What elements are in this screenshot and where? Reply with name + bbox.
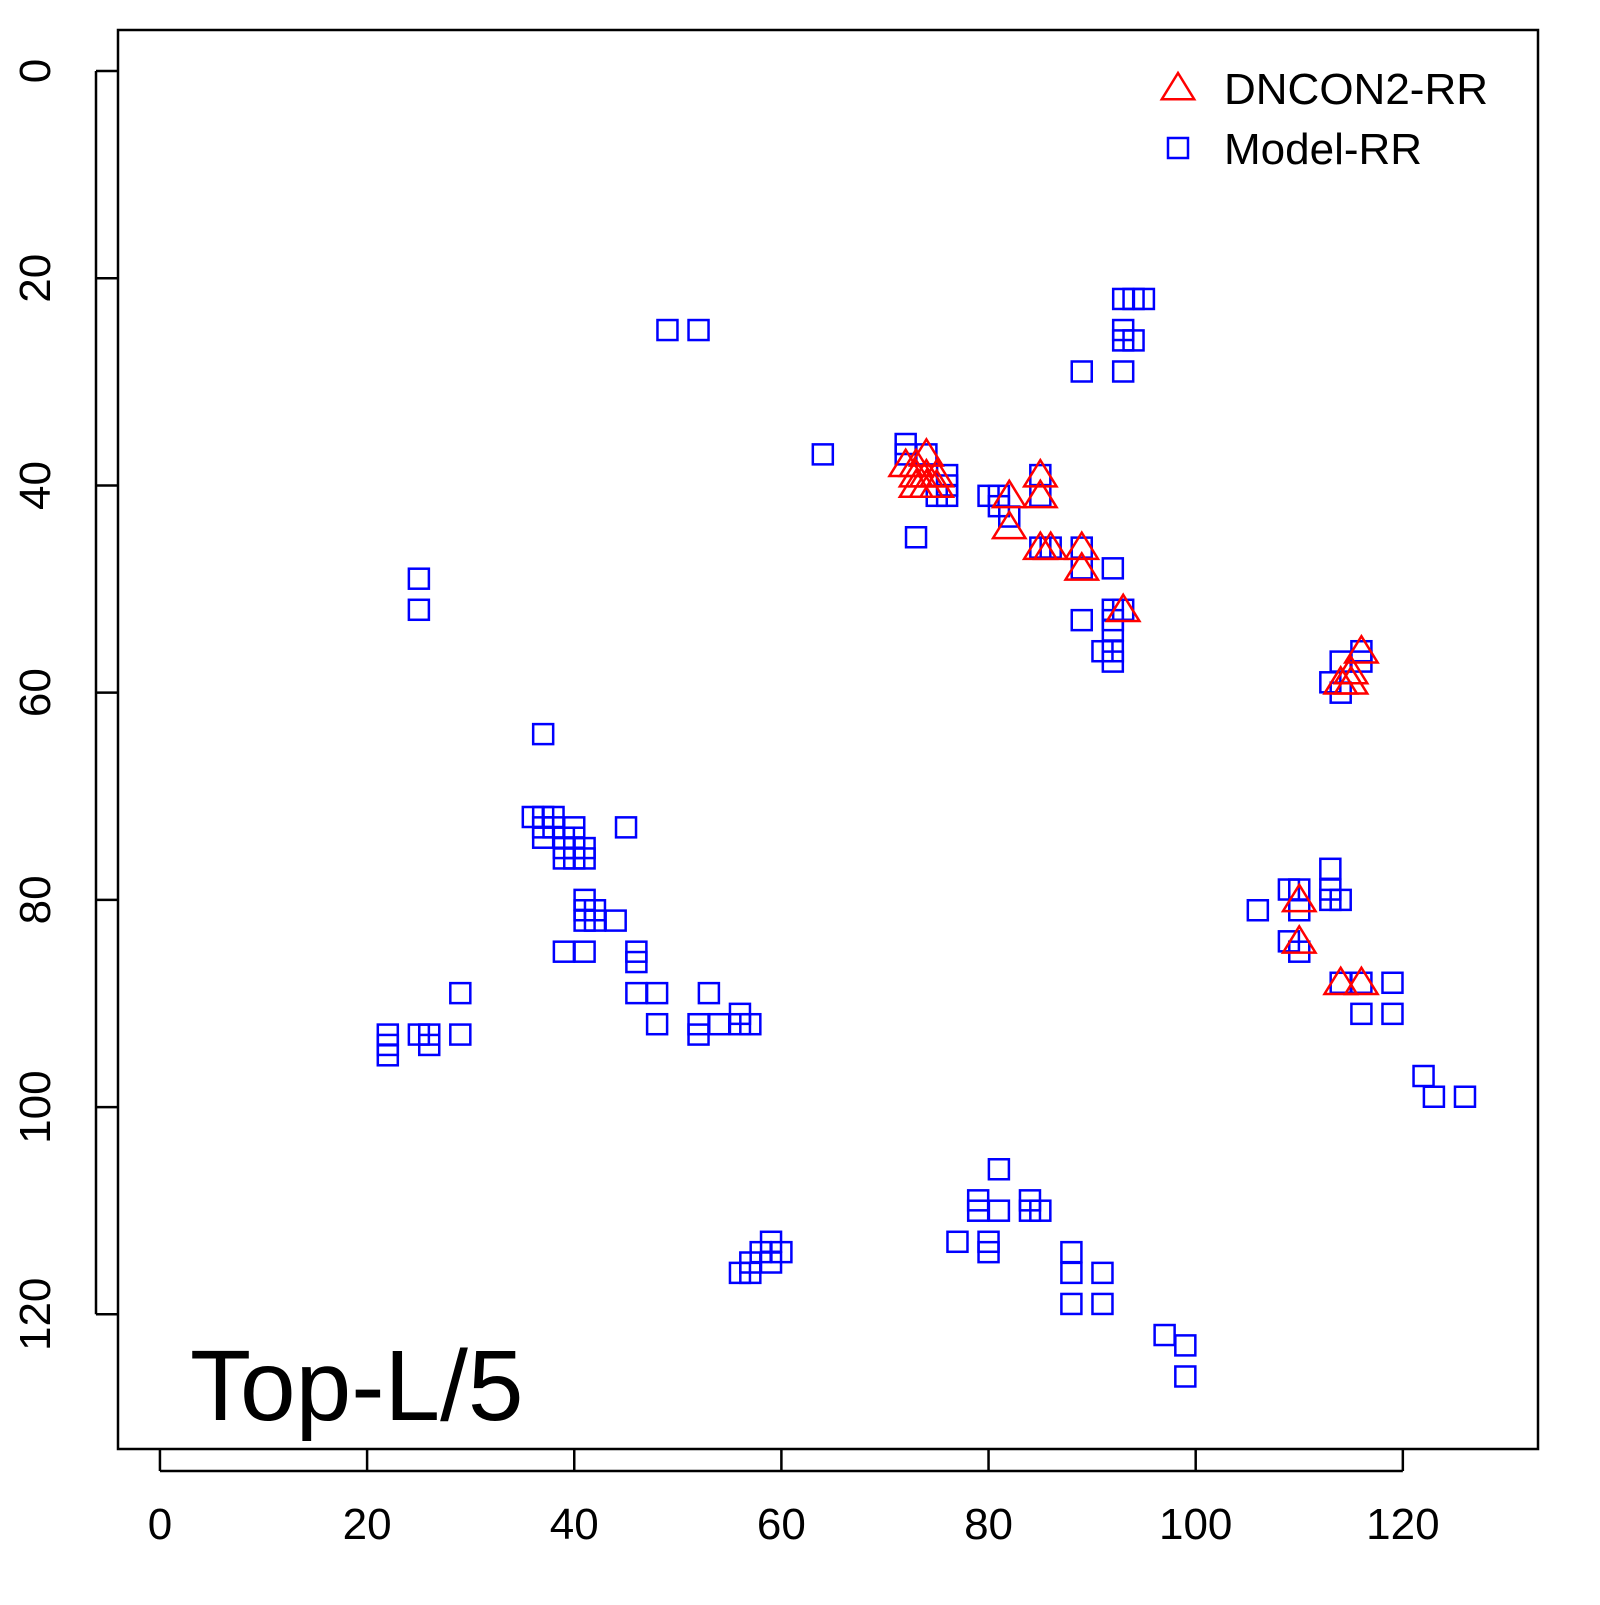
triangle-point xyxy=(1063,530,1101,561)
triangle-point xyxy=(990,509,1028,540)
square-point xyxy=(1422,1085,1446,1108)
square-point xyxy=(1101,557,1125,580)
square-point xyxy=(1029,484,1052,508)
square-point xyxy=(1060,1292,1083,1316)
square-point xyxy=(1350,1002,1373,1026)
square-point xyxy=(1122,329,1145,352)
square-point xyxy=(1174,1365,1197,1388)
triangle-point xyxy=(1021,478,1059,509)
triangle-point xyxy=(1104,592,1142,623)
x-tick-label: 120 xyxy=(1366,1500,1439,1549)
triangle-point xyxy=(907,436,945,467)
square-point xyxy=(449,1023,472,1046)
square-point xyxy=(987,1199,1011,1222)
y-tick-label: 20 xyxy=(11,254,60,303)
square-point xyxy=(656,318,679,342)
square-point xyxy=(1101,650,1125,673)
square-point xyxy=(645,981,669,1005)
triangle-point xyxy=(1342,633,1380,664)
square-point xyxy=(1070,557,1094,580)
square-point xyxy=(1091,1261,1114,1285)
square-point xyxy=(625,981,648,1005)
square-point xyxy=(1381,1002,1404,1026)
y-tick-label: 80 xyxy=(11,875,60,924)
triangle-point xyxy=(990,478,1028,509)
legend-marker xyxy=(1166,136,1190,160)
square-point xyxy=(1412,1064,1435,1088)
annotation: Top-L/5 xyxy=(190,1330,524,1442)
y-tick-label: 0 xyxy=(11,59,60,83)
triangle-point xyxy=(1021,457,1059,488)
y-tick-label: 40 xyxy=(11,461,60,510)
square-point xyxy=(1060,1261,1083,1285)
legend-label: Model-RR xyxy=(1224,125,1422,174)
square-point xyxy=(1453,1085,1477,1108)
square-point xyxy=(417,1033,441,1057)
square-point xyxy=(1060,1240,1083,1264)
x-tick-label: 100 xyxy=(1159,1500,1232,1549)
triangle-point xyxy=(1280,882,1318,913)
x-tick-label: 80 xyxy=(964,1500,1013,1549)
square-point xyxy=(1153,1323,1176,1347)
triangle-point xyxy=(1322,965,1360,996)
square-point xyxy=(987,1158,1011,1181)
y-tick-label: 100 xyxy=(11,1070,60,1143)
triangle-point xyxy=(1342,965,1380,996)
square-point xyxy=(614,816,638,839)
square-point xyxy=(1381,971,1404,995)
square-point xyxy=(531,722,555,746)
triangle-point xyxy=(918,468,956,498)
square-point xyxy=(687,318,710,342)
square-point xyxy=(1070,360,1094,383)
square-point xyxy=(1029,1199,1052,1222)
square-point xyxy=(407,567,431,590)
square-point xyxy=(1091,1292,1114,1316)
x-tick-label: 0 xyxy=(148,1500,172,1549)
square-point xyxy=(407,598,431,622)
triangle-point xyxy=(1063,550,1101,581)
square-point xyxy=(739,1012,762,1036)
square-point xyxy=(977,1240,1000,1264)
square-point xyxy=(759,1251,783,1274)
square-point xyxy=(552,940,576,963)
square-point xyxy=(573,847,596,870)
plot-frame xyxy=(116,28,1540,1451)
square-point xyxy=(1246,898,1270,922)
square-point xyxy=(604,909,627,932)
square-point xyxy=(1319,857,1342,881)
square-point xyxy=(376,1044,400,1067)
square-point xyxy=(625,950,648,974)
legend-label: DNCON2-RR xyxy=(1224,65,1488,114)
y-tick-label: 60 xyxy=(11,668,60,717)
square-point xyxy=(1070,608,1094,632)
y-tick-label: 120 xyxy=(11,1278,60,1351)
x-tick-label: 40 xyxy=(550,1500,599,1549)
triangle-point xyxy=(1332,664,1370,695)
square-point xyxy=(1111,360,1135,383)
triangle-point xyxy=(1280,923,1318,954)
legend-marker xyxy=(1159,70,1197,101)
x-tick-label: 60 xyxy=(757,1500,806,1549)
triangle-point xyxy=(1032,530,1070,561)
square-point xyxy=(697,981,721,1005)
square-point xyxy=(1132,287,1156,311)
square-point xyxy=(707,1012,731,1036)
square-point xyxy=(1174,1334,1197,1357)
square-point xyxy=(449,981,472,1005)
square-point xyxy=(811,443,835,466)
square-point xyxy=(904,526,928,549)
x-tick-label: 20 xyxy=(343,1500,392,1549)
square-point xyxy=(1319,888,1342,912)
square-point xyxy=(946,1230,969,1254)
square-point xyxy=(645,1012,669,1036)
square-point xyxy=(573,940,596,963)
